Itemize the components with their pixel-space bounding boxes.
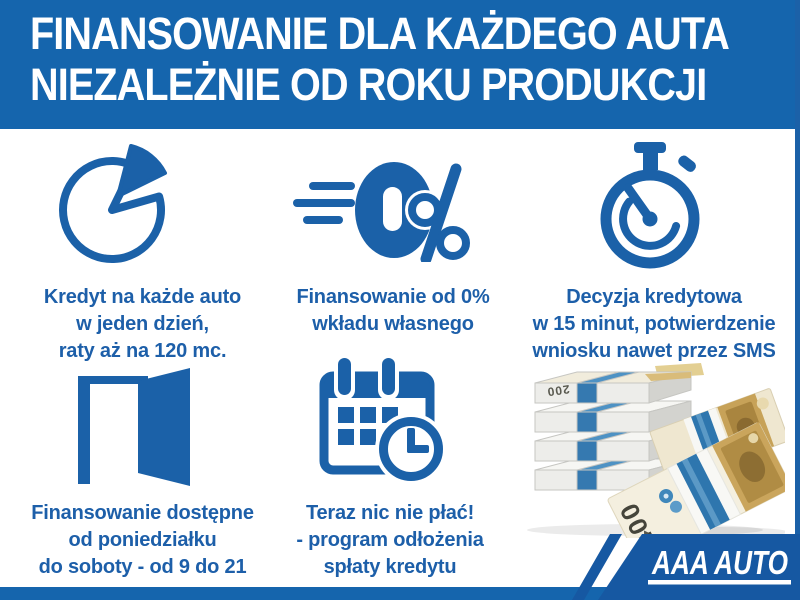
pie-chart-icon bbox=[52, 142, 182, 272]
calendar-clock-icon bbox=[316, 356, 461, 486]
open-door-icon bbox=[76, 364, 198, 489]
zero-percent-icon bbox=[293, 157, 483, 262]
money-stacks-image: 200 bbox=[505, 360, 793, 565]
logo-stripe bbox=[572, 534, 622, 600]
feature-caption-deferral: Teraz nic nie płać! - program odłożenia … bbox=[296, 502, 484, 578]
header-title-line1: FINANSOWANIE DLA KAŻDEGO AUTA bbox=[30, 8, 730, 59]
header-title-line2: NIEZALEŻNIE OD ROKU PRODUKCJI bbox=[30, 59, 707, 110]
header-banner: FINANSOWANIE DLA KAŻDEGO AUTA NIEZALEŻNI… bbox=[0, 0, 800, 129]
banknote-value-text: 200 bbox=[546, 382, 571, 399]
logo-text: AAA AUTO bbox=[651, 544, 788, 581]
right-border bbox=[795, 0, 800, 600]
logo-underline bbox=[648, 580, 791, 585]
feature-caption-zero: Finansowanie od 0% wkładu własnego bbox=[296, 286, 490, 335]
bottom-border bbox=[0, 587, 800, 600]
aaa-auto-logo: AAA AUTO bbox=[550, 528, 800, 600]
feature-caption-hours: Finansowanie dostępne od poniedziałku do… bbox=[31, 502, 254, 578]
feature-caption-decision: Decyzja kredytowa w 15 minut, potwierdze… bbox=[532, 286, 776, 362]
feature-caption-credit: Kredyt na każde auto w jeden dzień, raty… bbox=[43, 286, 242, 362]
stopwatch-icon bbox=[592, 142, 712, 272]
